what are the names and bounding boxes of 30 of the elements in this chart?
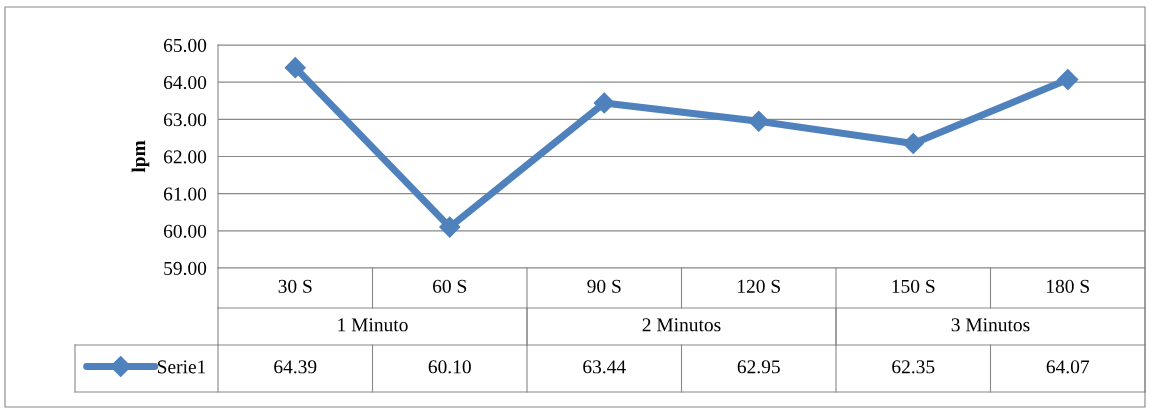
y-tick-label: 63.00 [163,113,207,127]
text: 64.39 [274,360,317,374]
y-tick-label: 64.00 [163,75,207,90]
text: 2 Minutos [642,318,721,332]
y-tick-label: 61.00 [163,187,207,201]
point [748,110,770,132]
y-axis-title: lpm [131,140,150,173]
x-tick-label: 180 S [1047,279,1089,293]
point [593,92,615,114]
text: 1 Minuto [338,318,408,332]
point [902,132,924,155]
x-tick-label: 90 S [587,279,621,293]
text: 62.35 [892,360,935,374]
text: 64.07 [1046,360,1090,374]
x-tick-label: 120 S [738,279,780,293]
text: 62.95 [737,360,780,374]
y-tick-label: 65.00 [163,38,207,53]
y-tick-label: 60.00 [163,224,207,238]
text: 60.10 [428,360,471,374]
x-tick-label: 150 S [892,279,935,293]
y-tick-label: 59.00 [164,261,207,276]
point [439,216,461,238]
text: 3 Minutos [951,318,1030,332]
x-tick-label: 30 S [278,279,312,293]
legend-label: Serie1 [157,360,206,374]
point [284,57,306,79]
text: 63.44 [583,360,626,374]
y-tick-label: 62.00 [163,150,207,164]
x-tick-label: 60 S [433,279,467,293]
point [1057,69,1079,91]
